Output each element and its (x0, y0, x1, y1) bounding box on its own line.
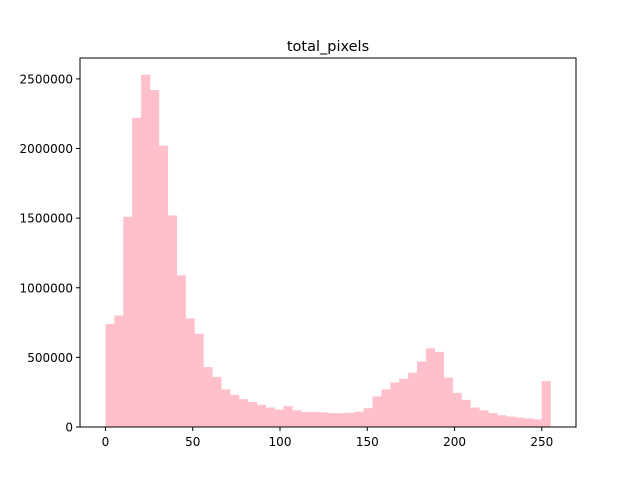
y-tick-label: 500000 (27, 351, 73, 365)
histogram-bar (452, 392, 462, 427)
histogram-bar (417, 361, 427, 427)
y-tick-label: 2500000 (20, 72, 73, 86)
histogram-bar (230, 394, 240, 427)
histogram-bar (541, 381, 551, 427)
x-tick-label: 100 (269, 435, 292, 449)
histogram-bar (256, 404, 266, 427)
histogram-bar (408, 372, 418, 427)
histogram-bar (301, 411, 311, 427)
histogram-bar (238, 399, 249, 427)
x-tick-label: 150 (356, 435, 379, 449)
histogram-bar (158, 145, 169, 427)
y-tick-label: 1000000 (20, 281, 73, 295)
chart-title: total_pixels (287, 39, 369, 55)
histogram-bar (461, 399, 471, 427)
histogram-bar (328, 413, 338, 427)
histogram-bar (247, 401, 258, 427)
x-tick-label: 250 (530, 435, 553, 449)
histogram-bar (390, 382, 400, 427)
histogram-bar (319, 412, 329, 427)
histogram-bar (292, 410, 302, 427)
histogram-bar (176, 275, 186, 427)
histogram-bar (167, 215, 177, 427)
histogram-bar (221, 389, 231, 427)
y-tick-label: 1500000 (20, 212, 73, 226)
histogram-bar (212, 376, 222, 427)
histogram-bar (141, 74, 151, 427)
histogram-bar (372, 396, 382, 427)
x-tick-label: 0 (102, 435, 110, 449)
histogram-bar (194, 333, 204, 427)
x-tick-label: 200 (443, 435, 466, 449)
histogram-bar (105, 323, 115, 427)
axes-frame (79, 57, 577, 428)
histogram-bar (185, 318, 195, 427)
histogram-bar (399, 378, 409, 427)
histogram-bar (132, 117, 142, 427)
histogram-bar (523, 418, 534, 427)
y-tick-label: 0 (65, 421, 73, 435)
histogram-bars (105, 74, 551, 427)
y-axis: 0 500000 1000000 1500000 2000000 2500000 (20, 72, 80, 435)
histogram-bar (506, 416, 516, 427)
histogram-bar (274, 409, 284, 427)
histogram-bar (425, 348, 436, 427)
histogram-bar (488, 413, 498, 427)
histogram-bar (345, 412, 356, 427)
histogram-bar (479, 410, 489, 427)
histogram-bar (470, 407, 480, 427)
histogram-bar (434, 351, 445, 427)
histogram-bar (123, 216, 133, 427)
histogram-bar (497, 415, 507, 427)
histogram-bar (443, 377, 453, 427)
histogram-bar (283, 406, 293, 427)
x-tick-label: 50 (185, 435, 200, 449)
histogram-bar (514, 417, 525, 427)
y-tick-label: 2000000 (20, 142, 73, 156)
histogram-bar (203, 367, 213, 427)
histogram-bar (149, 90, 160, 427)
histogram-bar (114, 315, 124, 427)
x-axis: 0 50 100 150 200 250 (102, 427, 553, 449)
histogram-bar (363, 408, 373, 427)
histogram-bar (265, 407, 275, 427)
histogram-bar (310, 411, 320, 427)
histogram-bar (336, 413, 347, 427)
histogram-bar (354, 411, 364, 427)
histogram-bar (381, 389, 391, 427)
histogram-bar (532, 419, 542, 427)
